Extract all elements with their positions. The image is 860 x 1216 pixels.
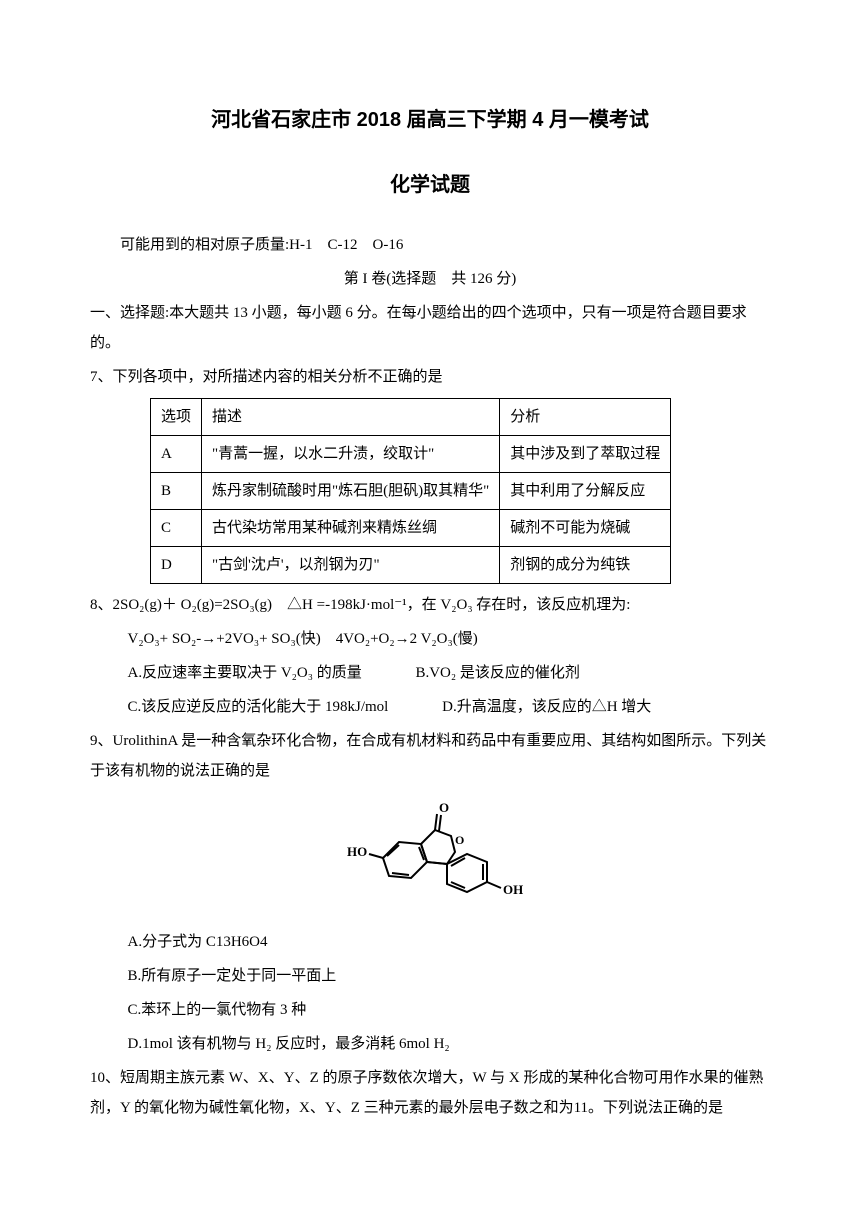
q9-opt-a: A.分子式为 C13H6O4	[90, 927, 770, 957]
q7-cell: 其中利用了分解反应	[500, 473, 671, 510]
q8-options-ab: A.反应速率主要取决于 V₂O₃ 的质量 B.VO₂ 是该反应的催化剂	[90, 658, 770, 688]
q7-th-0: 选项	[151, 399, 202, 436]
q7-cell: B	[151, 473, 202, 510]
label-o-top: O	[439, 800, 449, 815]
table-row: D "古剑'沈卢'，以剂钢为刃" 剂钢的成分为纯铁	[151, 547, 671, 584]
q7-cell: 剂钢的成分为纯铁	[500, 547, 671, 584]
q8-options-cd: C.该反应逆反应的活化能大于 198kJ/mol D.升高温度，该反应的△H 增…	[90, 692, 770, 722]
section-header: 第 I 卷(选择题 共 126 分)	[90, 264, 770, 294]
q7-cell: 碱剂不可能为烧碱	[500, 510, 671, 547]
table-row: B 炼丹家制硫酸时用"炼石胆(胆矾)取其精华" 其中利用了分解反应	[151, 473, 671, 510]
q8-mechanism: V₂O₃+ SO₂-→+2VO₃+ SO₃(快) 4VO₂+O₂→2 V₂O₃(…	[90, 624, 770, 654]
q8-stem: 8、2SO₂(g)＋ O₂(g)=2SO₃(g) △H =-198kJ·mol⁻…	[90, 590, 770, 620]
q8-opt-b: B.VO₂ 是该反应的催化剂	[415, 658, 579, 688]
q9-opt-d: D.1mol 该有机物与 H₂ 反应时，最多消耗 6mol H₂	[90, 1029, 770, 1059]
q7-cell: A	[151, 436, 202, 473]
q7-th-1: 描述	[202, 399, 500, 436]
label-ho: HO	[347, 844, 367, 859]
instructions: 一、选择题:本大题共 13 小题，每小题 6 分。在每小题给出的四个选项中，只有…	[90, 298, 770, 358]
q10-stem: 10、短周期主族元素 W、X、Y、Z 的原子序数依次增大，W 与 X 形成的某种…	[90, 1063, 770, 1123]
atomic-mass-info: 可能用到的相对原子质量:H-1 C-12 O-16	[90, 230, 770, 260]
q9-stem: 9、UrolithinA 是一种含氧杂环化合物，在合成有机材料和药品中有重要应用…	[90, 726, 770, 786]
q7-cell: 古代染坊常用某种碱剂来精炼丝绸	[202, 510, 500, 547]
table-row: C 古代染坊常用某种碱剂来精炼丝绸 碱剂不可能为烧碱	[151, 510, 671, 547]
q7-cell: "青蒿一握，以水二升渍，绞取计"	[202, 436, 500, 473]
q7-th-2: 分析	[500, 399, 671, 436]
q9-opt-b: B.所有原子一定处于同一平面上	[90, 961, 770, 991]
q9-opt-c: C.苯环上的一氯代物有 3 种	[90, 995, 770, 1025]
q7-cell: D	[151, 547, 202, 584]
q8-opt-a: A.反应速率主要取决于 V₂O₃ 的质量	[128, 658, 362, 688]
table-row: 选项 描述 分析	[151, 399, 671, 436]
q7-stem: 7、下列各项中，对所描述内容的相关分析不正确的是	[90, 362, 770, 392]
q7-table: 选项 描述 分析 A "青蒿一握，以水二升渍，绞取计" 其中涉及到了萃取过程 B…	[150, 398, 671, 584]
q8-opt-c: C.该反应逆反应的活化能大于 198kJ/mol	[128, 692, 389, 722]
q7-cell: 炼丹家制硫酸时用"炼石胆(胆矾)取其精华"	[202, 473, 500, 510]
label-oh: OH	[503, 882, 523, 897]
label-o-ring: O	[455, 833, 464, 847]
q7-cell: 其中涉及到了萃取过程	[500, 436, 671, 473]
molecule-icon: HO O O OH	[325, 796, 535, 906]
table-row: A "青蒿一握，以水二升渍，绞取计" 其中涉及到了萃取过程	[151, 436, 671, 473]
q8-opt-d: D.升高温度，该反应的△H 增大	[442, 692, 651, 722]
q7-cell: C	[151, 510, 202, 547]
exam-title-main: 河北省石家庄市 2018 届高三下学期 4 月一模考试	[90, 100, 770, 140]
exam-title-sub: 化学试题	[90, 165, 770, 205]
q7-cell: "古剑'沈卢'，以剂钢为刃"	[202, 547, 500, 584]
q9-structure-diagram: HO O O OH	[90, 796, 770, 917]
